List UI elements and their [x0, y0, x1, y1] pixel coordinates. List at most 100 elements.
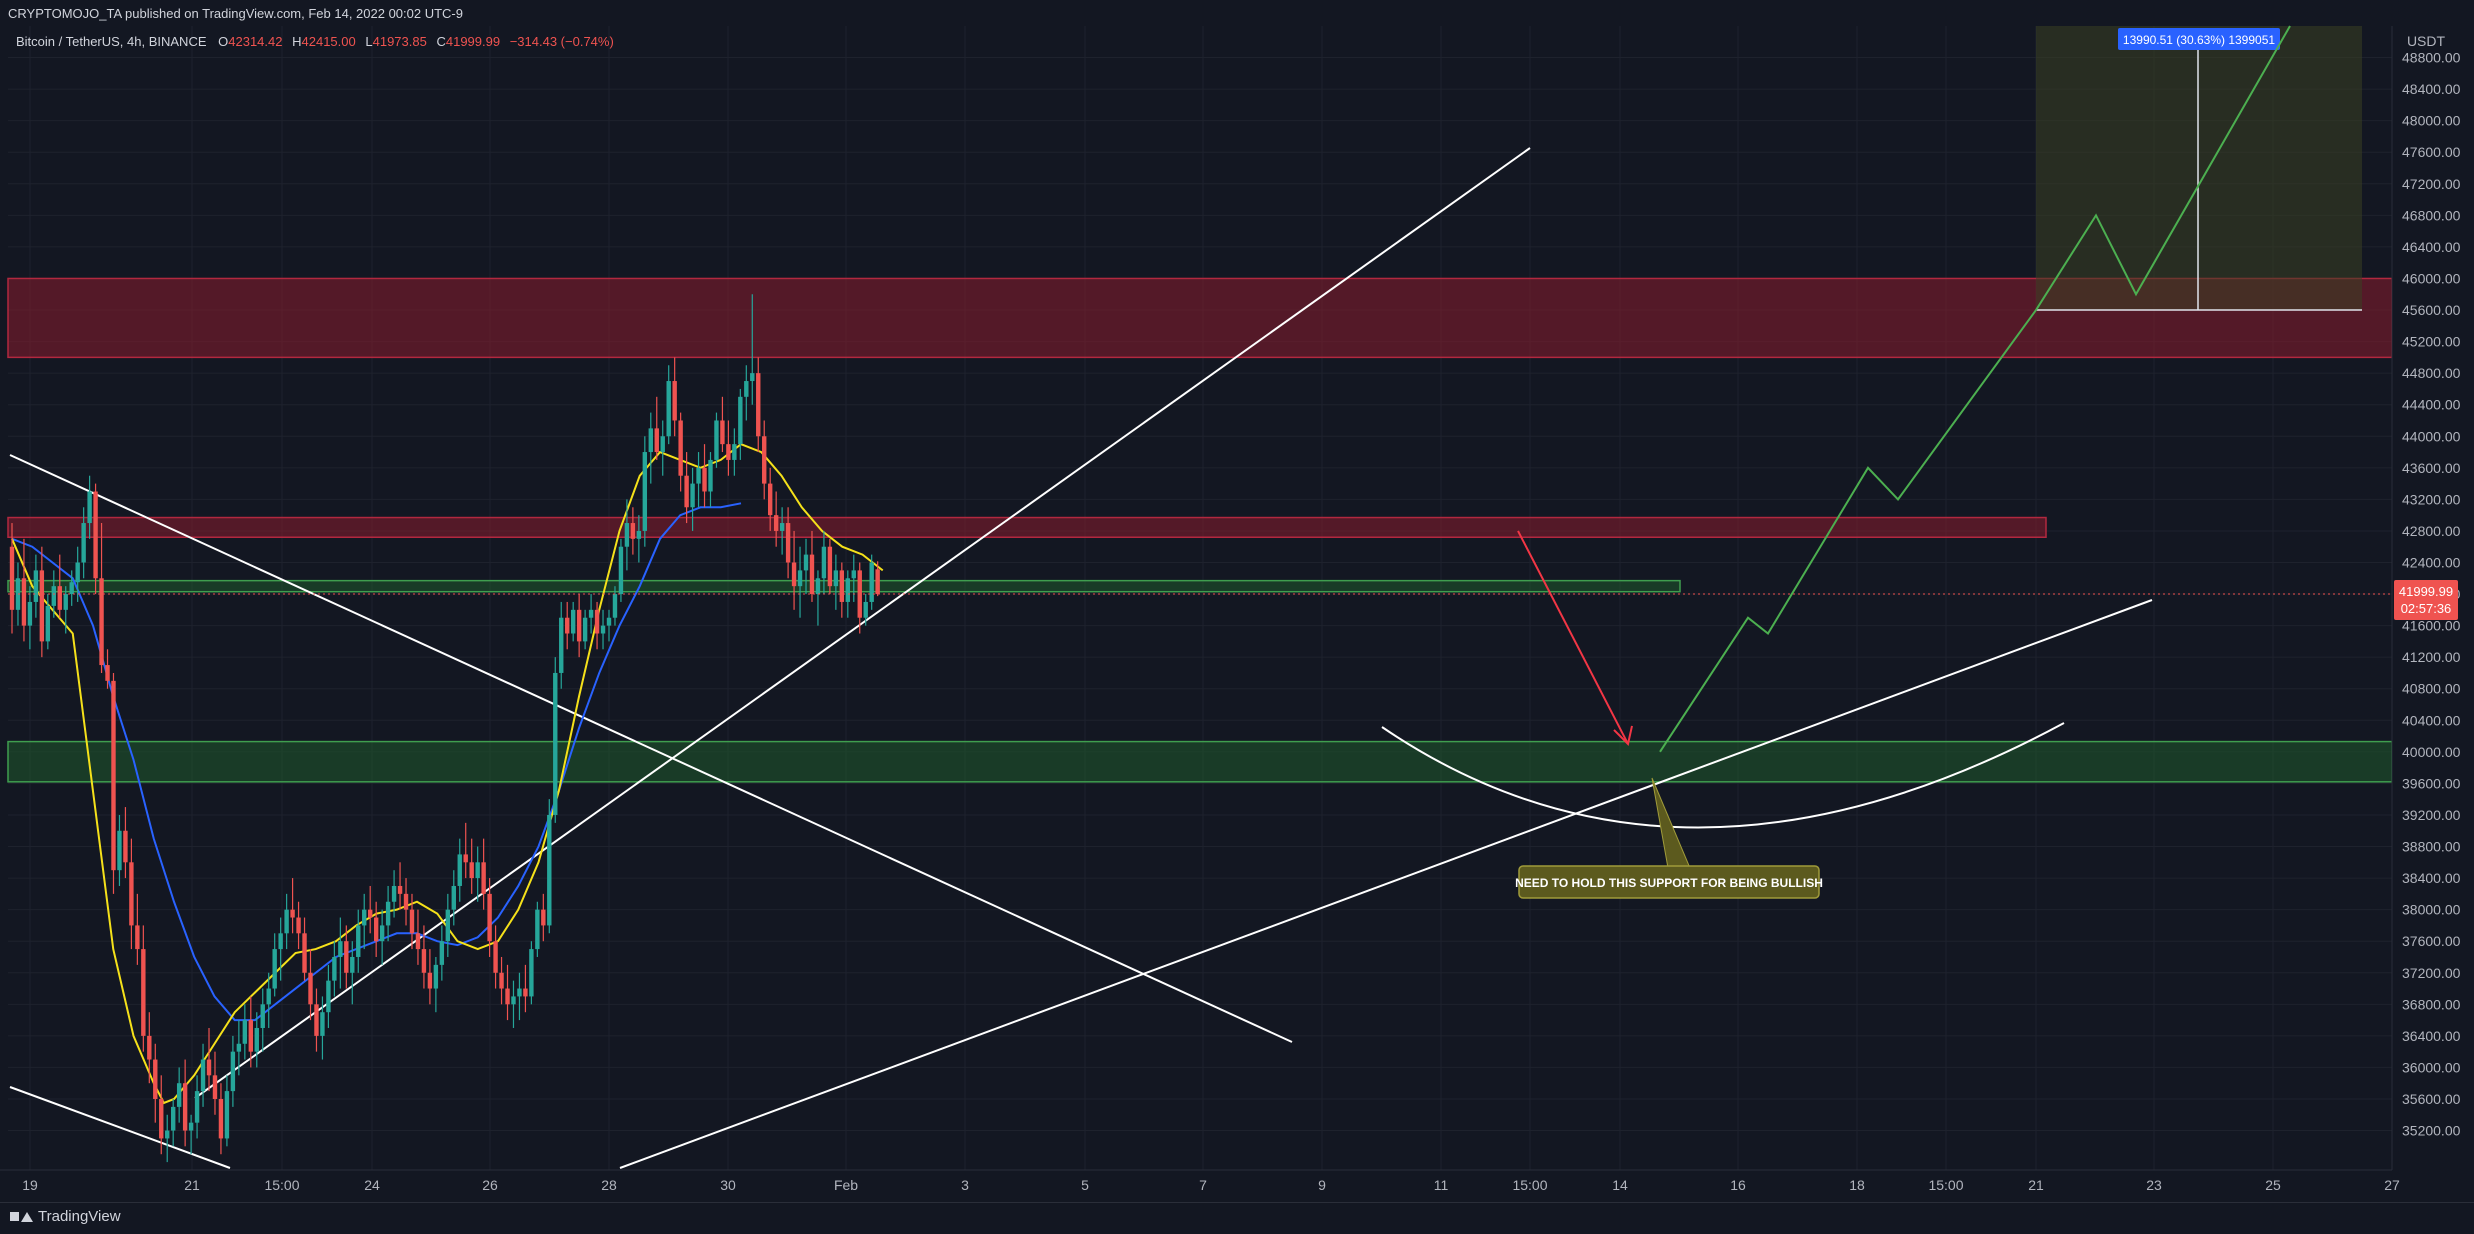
candle-body [511, 996, 516, 1005]
candle-body [493, 941, 498, 973]
tradingview-brand[interactable]: TradingView [10, 1208, 121, 1225]
candle-body [463, 854, 468, 863]
candle-body [230, 1051, 236, 1092]
candle-body [600, 625, 606, 634]
candle-body [445, 909, 451, 942]
candle-body [875, 569, 880, 595]
price-tick-label: 47200.00 [2402, 176, 2461, 192]
price-tick-label: 40000.00 [2402, 744, 2461, 760]
candle-body [618, 546, 624, 595]
price-tick-label: 36400.00 [2402, 1028, 2461, 1044]
candle-body [153, 1059, 158, 1099]
price-tick-label: 40800.00 [2402, 681, 2461, 697]
candle-body [117, 830, 122, 871]
price-tick-label: 41200.00 [2402, 649, 2461, 665]
close-label: C [436, 34, 445, 49]
candle-body [141, 949, 146, 1036]
candle-body [726, 444, 731, 460]
time-tick-label: 19 [22, 1177, 38, 1193]
candle-body [356, 925, 361, 957]
price-tick-label: 42400.00 [2402, 554, 2461, 570]
candle-body [326, 980, 331, 1013]
candle-body [9, 546, 15, 610]
grid-lines [8, 26, 2393, 1170]
candle-body [81, 523, 86, 563]
projection-path [1517, 25, 2291, 753]
candle-body [135, 925, 140, 950]
high-label: H [292, 34, 301, 49]
candle-body [869, 562, 874, 602]
candle-body [15, 578, 21, 610]
candle-body [206, 1059, 212, 1076]
candle-body [45, 605, 51, 642]
candle-body [570, 609, 576, 634]
candle-body [714, 420, 719, 460]
candle-body [296, 917, 301, 934]
close-value: 41999.99 [446, 34, 500, 49]
candle-body [756, 373, 761, 437]
time-tick-label: 15:00 [1928, 1177, 1963, 1193]
candle-body [839, 570, 845, 602]
candle-body [248, 1020, 253, 1052]
candle-body [218, 1098, 224, 1139]
time-tick-label: 15:00 [264, 1177, 299, 1193]
candle-body [87, 491, 92, 524]
candle-body [451, 885, 456, 910]
candle-body [654, 428, 659, 453]
candle-body [803, 554, 809, 571]
svg-text:Bitcoin / TetherUS, 4h, BINANC: Bitcoin / TetherUS, 4h, BINANCE O42314.4… [16, 34, 614, 49]
resistance-zone [7, 277, 2393, 359]
price-axis-unit: USDT [2407, 33, 2446, 49]
price-tick-label: 40400.00 [2402, 712, 2461, 728]
candle-body [236, 1043, 242, 1052]
candle-body [332, 956, 337, 981]
candle-body [266, 988, 271, 1005]
time-axis[interactable]: 19 21 15:00 24 26 28 30 Feb 3 5 7 9 11 15:00 14 16 18 15:… [0, 1169, 2474, 1202]
price-tick-label: 48400.00 [2402, 81, 2461, 97]
candle-body [475, 862, 480, 879]
price-tick-label: 39600.00 [2402, 775, 2461, 791]
time-tick-label: 14 [1612, 1177, 1628, 1193]
candle-body [21, 578, 27, 626]
time-tick-label: 15:00 [1512, 1177, 1547, 1193]
candle-body [582, 617, 588, 642]
candle-body [33, 570, 39, 602]
price-tick-label: 35200.00 [2402, 1123, 2461, 1139]
candle-body [93, 491, 98, 579]
candle-body [308, 972, 313, 1005]
candle-body [797, 570, 803, 587]
price-tick-label: 37200.00 [2402, 965, 2461, 981]
price-tick-label: 35600.00 [2402, 1091, 2461, 1107]
brand-label: TradingView [38, 1208, 121, 1225]
time-tick-label: 5 [1081, 1177, 1089, 1193]
price-tick-label: 36800.00 [2402, 996, 2461, 1012]
candle-body [606, 617, 612, 626]
candle-body [821, 546, 827, 579]
candle-body [636, 530, 642, 539]
candle-body [224, 1091, 230, 1139]
lower-descending-line [9, 1086, 231, 1169]
candle-body [750, 373, 755, 382]
candle-body [170, 1106, 176, 1131]
price-tick-label: 43600.00 [2402, 460, 2461, 476]
price-tick-label: 48800.00 [2402, 50, 2461, 66]
candle-body [547, 814, 552, 926]
price-tick-label: 45200.00 [2402, 334, 2461, 350]
candle-body [385, 901, 391, 926]
candle-body [75, 562, 80, 583]
time-tick-label: 7 [1199, 1177, 1207, 1193]
target-label: 13990.51 (30.63%) 1399051 [2123, 33, 2275, 47]
price-tick-label: 37600.00 [2402, 933, 2461, 949]
rising-support-line [619, 599, 2153, 1169]
candle-body [362, 909, 367, 926]
price-axis[interactable]: USDT 35200.00 35600.00 36000.00 36400.00 3680… [2391, 26, 2474, 1170]
time-tick-label: 18 [1849, 1177, 1865, 1193]
candles [8, 294, 2392, 1163]
price-zones [7, 277, 2393, 783]
candle-body [684, 475, 689, 508]
candle-body [284, 909, 289, 934]
bearish-arrow-line [1517, 530, 1629, 745]
time-axis-bg [0, 1170, 2474, 1202]
candle-body [391, 885, 397, 902]
